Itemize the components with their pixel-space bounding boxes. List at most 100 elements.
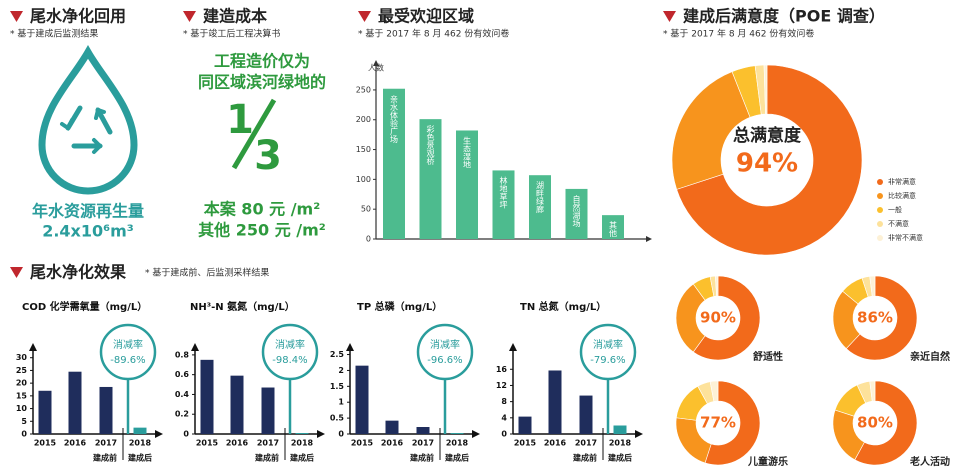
bar-label: 湖畔绿廊 — [536, 181, 545, 214]
section-note: * 基于建成后监测结果 — [10, 28, 98, 40]
period-label: 建成前 — [409, 453, 434, 463]
bar — [133, 427, 147, 434]
chart-title: NH³-N 氨氮（mg/L） — [190, 300, 295, 313]
bar-label: 亲水体验广场 — [390, 94, 399, 144]
cost-line: 工程造价仅为 — [214, 52, 310, 71]
y-tick-label: 1 — [338, 398, 344, 407]
y-tick-label: 16 — [496, 365, 508, 374]
period-label: 建成后 — [444, 453, 469, 463]
bar — [416, 427, 430, 434]
chart-title: TP 总磷（mg/L） — [357, 300, 442, 313]
bar-label: 生态湿地 — [463, 136, 472, 169]
annotation-circle — [579, 323, 637, 381]
drop-outline — [38, 44, 138, 195]
legend-label: 非常不满意 — [888, 233, 923, 242]
bar — [261, 387, 275, 434]
annotation-circle — [261, 323, 319, 381]
pie-label: 亲近自然 — [910, 350, 950, 363]
bar-label: 其他 — [609, 221, 618, 238]
pie-label: 儿童游乐 — [747, 455, 788, 468]
annotation-label: 消减率 — [430, 338, 460, 351]
section-note: * 基于竣工后工程决算书 — [183, 28, 280, 40]
bar — [200, 359, 214, 434]
y-axis-label: 人数 — [368, 63, 384, 73]
bar — [99, 386, 113, 434]
y-tick-label: 50 — [361, 205, 371, 214]
section-title: 建成后满意度（POE 调查） — [683, 7, 885, 26]
y-tick-label: 0.2 — [175, 410, 189, 419]
pie-segment — [715, 275, 719, 297]
y-tick-label: 0 — [338, 430, 344, 439]
period-label: 建成后 — [127, 453, 152, 463]
period-label: 建成前 — [572, 453, 597, 463]
legend-label: 非常满意 — [888, 177, 916, 186]
y-tick-label: 100 — [356, 175, 371, 184]
center-value: 86% — [857, 309, 893, 327]
center-title: 总满意度 — [733, 125, 802, 146]
bar — [419, 119, 442, 239]
annotation-label: 消减率 — [113, 338, 143, 351]
cost-row: 本案 80 元 /m² — [204, 200, 321, 219]
section-note: * 基于建成前、后监测采样结果 — [145, 267, 269, 279]
section-title: 最受欢迎区域 — [378, 7, 474, 26]
annotation-label: 消减率 — [593, 338, 623, 351]
pie-segment — [671, 71, 751, 190]
axis-arrow — [191, 343, 199, 351]
section-title: 尾水净化回用 — [30, 7, 126, 26]
x-tick-label: 2015 — [196, 439, 219, 448]
pie-segment — [763, 64, 768, 115]
y-tick-label: 1.5 — [330, 382, 345, 391]
pie-label: 老人活动 — [909, 455, 950, 468]
bar-label: 自然湖场 — [572, 194, 581, 228]
y-tick-label: 0 — [21, 430, 27, 439]
section-marker — [663, 11, 676, 22]
bar-label: 彩色景观桥 — [426, 124, 435, 166]
bar — [602, 215, 624, 239]
x-tick-label: 2016 — [64, 439, 87, 448]
bar — [295, 433, 309, 434]
bar — [548, 370, 562, 434]
arrow-heads — [60, 107, 106, 154]
bar — [579, 395, 593, 434]
pie-segment — [676, 64, 863, 256]
section-marker — [10, 11, 23, 22]
annotation-value: -89.6% — [110, 355, 145, 366]
annotation-label: 消减率 — [275, 338, 305, 351]
x-tick-label: 2018 — [446, 439, 469, 448]
legend-label: 比较满意 — [888, 191, 916, 200]
fraction-denominator: 3 — [254, 133, 282, 179]
annotation-circle — [416, 323, 474, 381]
y-tick-label: 250 — [356, 85, 371, 94]
pie-segment — [692, 275, 761, 361]
bar — [355, 365, 369, 434]
legend-marker — [877, 221, 883, 227]
legend-marker — [877, 207, 883, 213]
annotation-value: -96.6% — [427, 355, 462, 366]
pie-segment — [869, 380, 876, 402]
legend-marker — [877, 193, 883, 199]
section-marker — [10, 267, 23, 278]
water-icon — [38, 44, 138, 195]
annotation-value: -79.6% — [590, 355, 625, 366]
section-title: 尾水净化效果 — [30, 263, 126, 282]
section-marker — [183, 11, 196, 22]
annotation-value: -98.4% — [272, 355, 307, 366]
y-tick-label: 4 — [501, 413, 507, 422]
x-tick-label: 2018 — [291, 439, 314, 448]
y-tick-label: 20 — [16, 379, 28, 388]
y-tick-label: 200 — [356, 115, 371, 124]
cost-line: 同区域滨河绿地的 — [198, 73, 326, 92]
axis-arrow — [155, 430, 163, 438]
section-marker — [358, 11, 371, 22]
chart-title: TN 总氮（mg/L） — [520, 300, 606, 313]
x-tick-label: 2017 — [412, 439, 434, 448]
bar — [385, 420, 399, 434]
period-label: 建成前 — [254, 453, 279, 463]
bar — [230, 375, 244, 434]
pie-segment — [704, 380, 761, 466]
x-tick-label: 2017 — [257, 439, 279, 448]
x-tick-label: 2015 — [351, 439, 374, 448]
pie-segment — [845, 275, 918, 361]
